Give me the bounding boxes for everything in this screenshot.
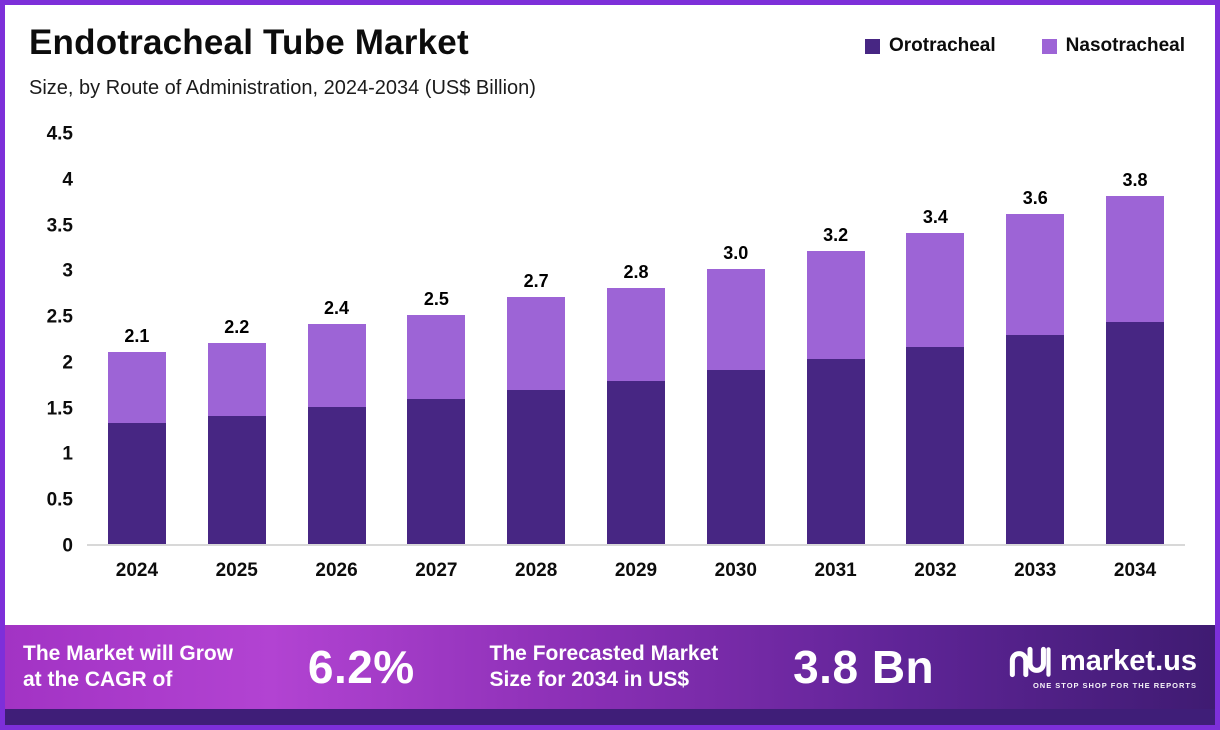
- bar-group-2033: 3.6: [985, 189, 1085, 544]
- chart-card: Endotracheal Tube Market Orotracheal Nas…: [5, 5, 1215, 625]
- bar-group-2028: 2.7: [486, 272, 586, 544]
- x-axis-label-2033: 2033: [1014, 560, 1057, 581]
- bar-total-label-2030: 3.0: [723, 243, 749, 264]
- y-axis-tick-3.5: 3.5: [46, 215, 73, 237]
- bar-total-label-2034: 3.8: [1122, 170, 1148, 191]
- cagr-value: 6.2%: [307, 641, 415, 693]
- y-axis-tick-1.5: 1.5: [46, 398, 73, 420]
- stats-banner: The Market will Grow at the CAGR of 6.2%…: [5, 625, 1215, 709]
- x-axis-label-2027: 2027: [415, 560, 458, 581]
- forecast-label: The Forecasted Market Size for 2034 in U…: [490, 641, 719, 694]
- cagr-label: The Market will Grow at the CAGR of: [23, 641, 233, 694]
- orotracheal-swatch-icon: [865, 38, 880, 54]
- bar-total-label-2029: 2.8: [623, 261, 649, 282]
- cagr-label-line2: at the CAGR of: [23, 668, 173, 691]
- x-axis-label-2031: 2031: [814, 560, 857, 581]
- x-axis-label-2024: 2024: [115, 560, 159, 581]
- bar-total-label-2032: 3.4: [922, 206, 948, 227]
- bar-segment-orotracheal-2033: [1006, 335, 1065, 544]
- y-axis: 4.5 4 3.5 3 2.5 2 1.5 1 0.5 0: [29, 125, 87, 556]
- plot-area: 2.1 2.2 2.4 2.5 2.7 2.8 3.0 3.2 3.4 3.6 3.8: [87, 134, 1185, 546]
- bar-total-label-2027: 2.5: [423, 289, 449, 310]
- bar-total-label-2025: 2.2: [224, 316, 250, 337]
- cagr-label-line1: The Market will Grow: [23, 641, 234, 665]
- page-title: Endotracheal Tube Market: [29, 23, 469, 62]
- legend-label: Nasotracheal: [1065, 35, 1185, 56]
- y-axis-tick-3: 3: [62, 260, 73, 282]
- bar-segment-nasotracheal-2030: [706, 269, 765, 371]
- header-row: Endotracheal Tube Market Orotracheal Nas…: [29, 23, 1185, 63]
- bar-segment-orotracheal-2031: [806, 359, 865, 544]
- market-us-logo-icon: [1009, 646, 1051, 677]
- bar-total-label-2028: 2.7: [523, 270, 549, 291]
- bar-segment-nasotracheal-2027: [407, 315, 466, 400]
- bar-segment-orotracheal-2032: [906, 347, 965, 544]
- y-axis-tick-4: 4: [62, 169, 73, 191]
- bar-segment-nasotracheal-2032: [906, 232, 965, 348]
- brand-tagline: ONE STOP SHOP FOR THE REPORTS: [1032, 680, 1197, 690]
- bar-segment-nasotracheal-2024: [107, 351, 166, 424]
- brand-logo: market.us ONE STOP SHOP FOR THE REPORTS: [1009, 645, 1197, 690]
- bar-segment-nasotracheal-2028: [507, 296, 566, 391]
- y-axis-tick-2: 2: [62, 352, 73, 374]
- bar-segment-nasotracheal-2034: [1106, 196, 1165, 323]
- bar-segment-orotracheal-2029: [606, 381, 665, 544]
- bar-segment-orotracheal-2030: [706, 370, 765, 544]
- bar-segment-nasotracheal-2025: [207, 342, 266, 416]
- y-axis-tick-4.5: 4.5: [46, 123, 73, 145]
- bar-group-2034: 3.8: [1085, 171, 1185, 544]
- legend: Orotracheal Nasotracheal: [865, 35, 1185, 57]
- bar-segment-orotracheal-2034: [1106, 322, 1165, 544]
- bar-segment-nasotracheal-2033: [1006, 214, 1065, 336]
- legend-item-nasotracheal: Nasotracheal: [1041, 35, 1185, 57]
- bar-group-2026: 2.4: [287, 299, 387, 544]
- chart-subtitle: Size, by Route of Administration, 2024-2…: [29, 77, 536, 99]
- bar-group-2032: 3.4: [886, 208, 986, 544]
- bar-segment-nasotracheal-2029: [606, 287, 665, 382]
- forecast-value: 3.8 Bn: [793, 641, 935, 693]
- x-axis: 2024 2025 2026 2027 2028 2029 2030 2031 2032 2033…: [87, 560, 1185, 582]
- x-axis-label-2026: 2026: [315, 560, 358, 581]
- bar-group-2031: 3.2: [786, 226, 886, 544]
- x-axis-label-2028: 2028: [515, 560, 558, 581]
- bar-total-label-2031: 3.2: [823, 225, 849, 246]
- bar-segment-nasotracheal-2031: [806, 251, 865, 360]
- forecast-label-line2: Size for 2034 in US$: [489, 668, 690, 691]
- y-axis-tick-0: 0: [62, 535, 73, 557]
- legend-label: Orotracheal: [889, 35, 996, 56]
- forecast-label-line1: The Forecasted Market: [489, 641, 719, 665]
- y-axis-tick-1: 1: [62, 443, 73, 465]
- x-axis-label-2034: 2034: [1113, 560, 1157, 581]
- bar-segment-orotracheal-2024: [107, 423, 166, 544]
- bar-group-2030: 3.0: [686, 244, 786, 544]
- bar-group-2027: 2.5: [386, 290, 486, 544]
- x-axis-label-2030: 2030: [714, 560, 757, 581]
- x-axis-label-2029: 2029: [614, 560, 658, 581]
- bar-total-label-2024: 2.1: [124, 325, 150, 346]
- bar-total-label-2033: 3.6: [1022, 188, 1048, 209]
- y-axis-tick-0.5: 0.5: [46, 489, 73, 511]
- x-axis-label-2025: 2025: [215, 560, 258, 581]
- y-axis-tick-2.5: 2.5: [46, 306, 73, 328]
- bar-total-label-2026: 2.4: [324, 298, 350, 319]
- brand-name: market.us: [1059, 645, 1197, 677]
- legend-item-orotracheal: Orotracheal: [865, 35, 996, 57]
- x-axis-label-2032: 2032: [914, 560, 957, 581]
- bar-group-2025: 2.2: [187, 318, 287, 544]
- nasotracheal-swatch-icon: [1041, 38, 1057, 54]
- bar-segment-nasotracheal-2026: [307, 324, 366, 407]
- bar-group-2029: 2.8: [586, 263, 686, 544]
- brand-row: market.us: [1009, 645, 1197, 679]
- bar-segment-orotracheal-2025: [207, 415, 266, 544]
- bar-segment-orotracheal-2028: [507, 390, 566, 544]
- bar-group-2024: 2.1: [87, 327, 187, 544]
- bottom-strip: [5, 709, 1215, 725]
- bar-segment-orotracheal-2027: [407, 399, 466, 544]
- bar-segment-orotracheal-2026: [307, 406, 366, 544]
- stacked-bar-chart: 4.5 4 3.5 3 2.5 2 1.5 1 0.5 0 2.1 2.2 2.4 2.5 2.7 2.8 3…: [29, 125, 1185, 556]
